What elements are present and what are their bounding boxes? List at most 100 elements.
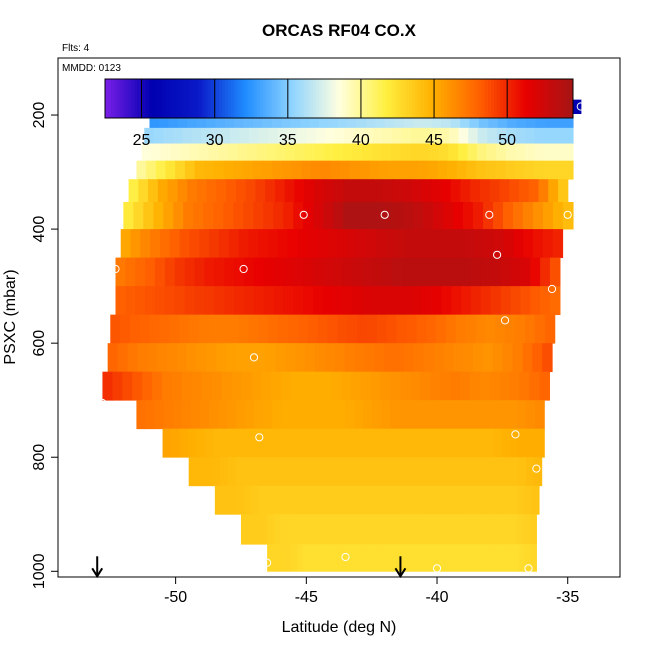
colorbar-swatch: [210, 79, 214, 118]
heatmap-cell: [227, 400, 237, 430]
heatmap-cell: [366, 485, 374, 515]
colorbar-swatch: [312, 79, 317, 118]
heatmap-cell: [298, 457, 307, 487]
heatmap-cell: [216, 343, 227, 373]
colorbar-swatch: [570, 79, 574, 118]
heatmap-cell: [344, 127, 355, 144]
heatmap-cell: [234, 257, 245, 287]
heatmap-cell: [307, 314, 319, 344]
heatmap-cell: [532, 343, 543, 373]
heatmap-cell: [155, 160, 167, 180]
heatmap-cell: [392, 286, 403, 316]
heatmap-cell: [453, 202, 464, 230]
heatmap-cell: [478, 113, 489, 129]
heatmap-cell: [268, 127, 279, 144]
heatmap-cell: [281, 371, 292, 401]
heatmap-cell: [315, 485, 324, 515]
colorbar-swatch: [283, 79, 287, 118]
heatmap-cell: [314, 457, 323, 487]
observation-circle: [500, 316, 510, 325]
heatmap-cell: [454, 229, 465, 259]
heatmap-cell: [372, 286, 383, 316]
heatmap-cell: [346, 229, 357, 259]
colorbar-swatch: [467, 79, 472, 118]
heatmap-cell: [315, 428, 325, 458]
heatmap-cell: [293, 286, 304, 316]
y-tick-label: 600: [31, 330, 48, 357]
heatmap-cell: [446, 160, 458, 180]
heatmap-cell: [304, 143, 315, 162]
colorbar-swatch: [388, 79, 393, 118]
heatmap-cell: [313, 202, 324, 230]
heatmap-cell: [365, 514, 373, 545]
heatmap-cell: [211, 371, 223, 401]
heatmap-cell: [248, 229, 259, 259]
heatmap-cell: [392, 544, 400, 572]
heatmap-cell: [147, 343, 158, 373]
heatmap-cell: [509, 371, 521, 401]
heatmap-cell: [254, 514, 262, 545]
heatmap-cell: [530, 257, 541, 287]
heatmap-cell: [437, 160, 448, 180]
heatmap-cell: [320, 160, 332, 180]
heatmap-cell: [470, 514, 478, 545]
heatmap-cell: [235, 179, 247, 203]
heatmap-cell: [404, 544, 412, 572]
heatmap-cell: [179, 428, 189, 458]
heatmap-cell: [227, 143, 239, 162]
colorbar-swatch: [157, 79, 162, 118]
heatmap-cell: [231, 371, 243, 401]
heatmap-cell: [373, 202, 384, 230]
heatmap-cell: [253, 257, 265, 287]
colorbar-tick-label: 25: [133, 132, 151, 149]
colorbar-swatch: [300, 79, 305, 118]
colorbar-swatch: [257, 79, 261, 118]
heatmap-cell: [214, 257, 225, 287]
heatmap-cell: [196, 343, 208, 373]
heatmap-cell: [233, 160, 244, 180]
colorbar-swatch: [453, 79, 457, 118]
heatmap-cell: [133, 202, 144, 230]
heatmap-cell: [333, 202, 344, 230]
heatmap-cell: [384, 343, 395, 373]
heatmap-cell: [317, 314, 329, 344]
heatmap-cell: [174, 286, 186, 316]
heatmap-cell: [544, 314, 556, 344]
heatmap-cell: [474, 485, 482, 515]
heatmap-cell: [563, 160, 574, 180]
heatmap-cell: [554, 113, 565, 129]
heatmap-cell: [406, 314, 417, 344]
heatmap-cell: [330, 160, 341, 180]
heatmap-cell: [293, 514, 301, 545]
heatmap-cell: [353, 179, 364, 203]
heatmap-cell: [313, 514, 321, 545]
heatmap-cell: [166, 343, 178, 373]
heatmap-cell: [171, 371, 183, 401]
heatmap-cell: [540, 257, 551, 287]
colorbar-swatch: [461, 79, 466, 118]
observation-circle: [493, 250, 502, 259]
heatmap-cell: [337, 314, 348, 344]
heatmap-cell: [385, 229, 397, 259]
heatmap-cell: [143, 202, 154, 230]
heatmap-cell: [534, 314, 546, 344]
heatmap-cell: [275, 143, 287, 162]
colorbar-swatch: [450, 79, 454, 118]
observation-circle: [255, 433, 264, 442]
heatmap-cell: [201, 127, 212, 144]
flight-arrows: [91, 556, 407, 579]
colorbar-swatch: [485, 79, 489, 118]
heatmap-cell: [490, 257, 502, 287]
heatmap-cell: [245, 343, 257, 373]
colorbar-swatch: [540, 79, 545, 118]
colorbar-swatch: [543, 79, 548, 118]
heatmap-cell: [411, 514, 419, 545]
colorbar-swatch: [216, 79, 220, 118]
heatmap-cell: [523, 514, 531, 545]
heatmap-cell: [322, 257, 334, 287]
heatmap-cell: [527, 428, 537, 458]
heatmap-cell: [520, 257, 531, 287]
colorbar-swatch: [558, 79, 562, 118]
heatmap-cell: [294, 179, 305, 203]
colorbar-swatch: [564, 79, 568, 118]
